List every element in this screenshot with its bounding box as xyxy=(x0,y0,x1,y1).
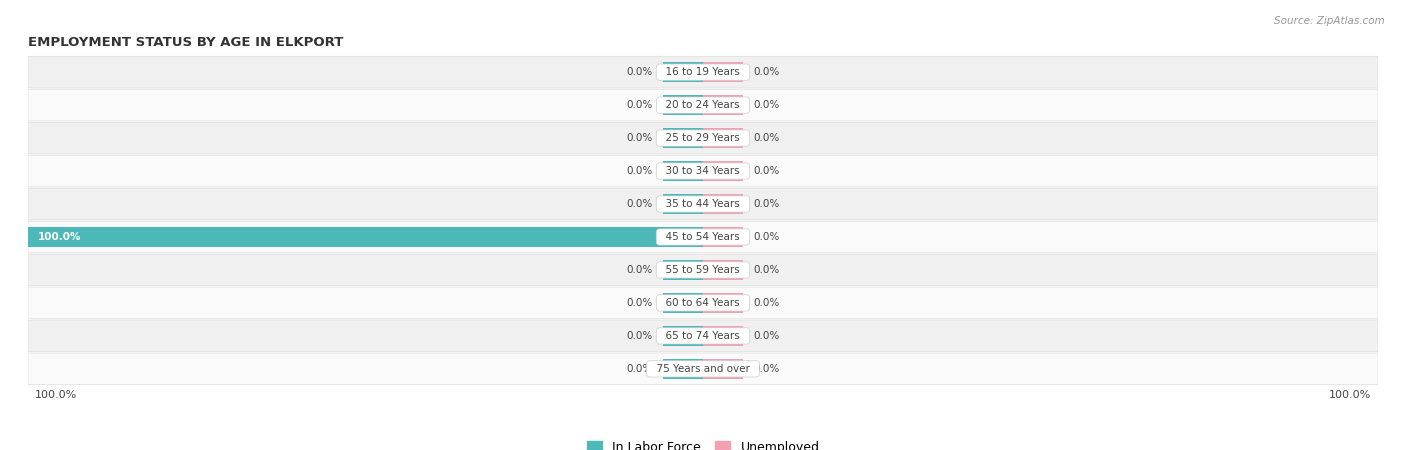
Text: 35 to 44 Years: 35 to 44 Years xyxy=(659,199,747,209)
Text: Source: ZipAtlas.com: Source: ZipAtlas.com xyxy=(1274,16,1385,26)
Text: 0.0%: 0.0% xyxy=(754,331,780,341)
Text: 0.0%: 0.0% xyxy=(754,67,780,77)
Text: 30 to 34 Years: 30 to 34 Years xyxy=(659,166,747,176)
FancyBboxPatch shape xyxy=(28,122,1378,154)
Text: 0.0%: 0.0% xyxy=(754,232,780,242)
Bar xyxy=(703,161,744,181)
Bar xyxy=(662,62,703,82)
Bar xyxy=(28,227,703,247)
Bar xyxy=(703,326,744,346)
Text: 0.0%: 0.0% xyxy=(626,133,652,143)
Bar xyxy=(662,359,703,379)
Text: 16 to 19 Years: 16 to 19 Years xyxy=(659,67,747,77)
Text: 0.0%: 0.0% xyxy=(626,364,652,374)
Text: 0.0%: 0.0% xyxy=(626,199,652,209)
Bar xyxy=(703,194,744,214)
Text: 100.0%: 100.0% xyxy=(35,390,77,400)
FancyBboxPatch shape xyxy=(28,254,1378,286)
FancyBboxPatch shape xyxy=(28,155,1378,187)
FancyBboxPatch shape xyxy=(28,221,1378,253)
Text: 0.0%: 0.0% xyxy=(626,100,652,110)
Text: 75 Years and over: 75 Years and over xyxy=(650,364,756,374)
Text: 0.0%: 0.0% xyxy=(754,298,780,308)
Bar xyxy=(662,293,703,313)
Text: 100.0%: 100.0% xyxy=(38,232,82,242)
Text: 0.0%: 0.0% xyxy=(626,331,652,341)
Text: 0.0%: 0.0% xyxy=(626,298,652,308)
Text: 100.0%: 100.0% xyxy=(1329,390,1371,400)
Bar xyxy=(703,293,744,313)
Bar xyxy=(662,95,703,115)
Text: 0.0%: 0.0% xyxy=(626,265,652,275)
Text: 0.0%: 0.0% xyxy=(754,100,780,110)
FancyBboxPatch shape xyxy=(28,287,1378,319)
Text: 0.0%: 0.0% xyxy=(754,265,780,275)
Bar xyxy=(662,260,703,280)
Bar xyxy=(703,260,744,280)
FancyBboxPatch shape xyxy=(28,89,1378,121)
Text: 0.0%: 0.0% xyxy=(754,133,780,143)
Bar xyxy=(662,161,703,181)
Bar xyxy=(703,62,744,82)
Text: 0.0%: 0.0% xyxy=(754,199,780,209)
Bar xyxy=(703,359,744,379)
Bar xyxy=(662,326,703,346)
Bar xyxy=(703,128,744,148)
Bar xyxy=(703,227,744,247)
FancyBboxPatch shape xyxy=(28,353,1378,385)
FancyBboxPatch shape xyxy=(28,56,1378,88)
Legend: In Labor Force, Unemployed: In Labor Force, Unemployed xyxy=(586,441,820,450)
Text: 45 to 54 Years: 45 to 54 Years xyxy=(659,232,747,242)
Bar xyxy=(662,128,703,148)
Text: 20 to 24 Years: 20 to 24 Years xyxy=(659,100,747,110)
Text: 55 to 59 Years: 55 to 59 Years xyxy=(659,265,747,275)
Text: 0.0%: 0.0% xyxy=(754,364,780,374)
FancyBboxPatch shape xyxy=(28,188,1378,220)
Text: 65 to 74 Years: 65 to 74 Years xyxy=(659,331,747,341)
Bar xyxy=(703,95,744,115)
Text: 0.0%: 0.0% xyxy=(754,166,780,176)
Bar xyxy=(662,194,703,214)
Text: 0.0%: 0.0% xyxy=(626,166,652,176)
Text: 0.0%: 0.0% xyxy=(626,67,652,77)
Text: EMPLOYMENT STATUS BY AGE IN ELKPORT: EMPLOYMENT STATUS BY AGE IN ELKPORT xyxy=(28,36,343,49)
FancyBboxPatch shape xyxy=(28,320,1378,352)
Text: 25 to 29 Years: 25 to 29 Years xyxy=(659,133,747,143)
Text: 60 to 64 Years: 60 to 64 Years xyxy=(659,298,747,308)
